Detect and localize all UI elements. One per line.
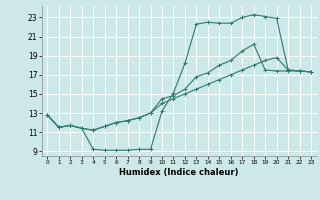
X-axis label: Humidex (Indice chaleur): Humidex (Indice chaleur): [119, 168, 239, 177]
